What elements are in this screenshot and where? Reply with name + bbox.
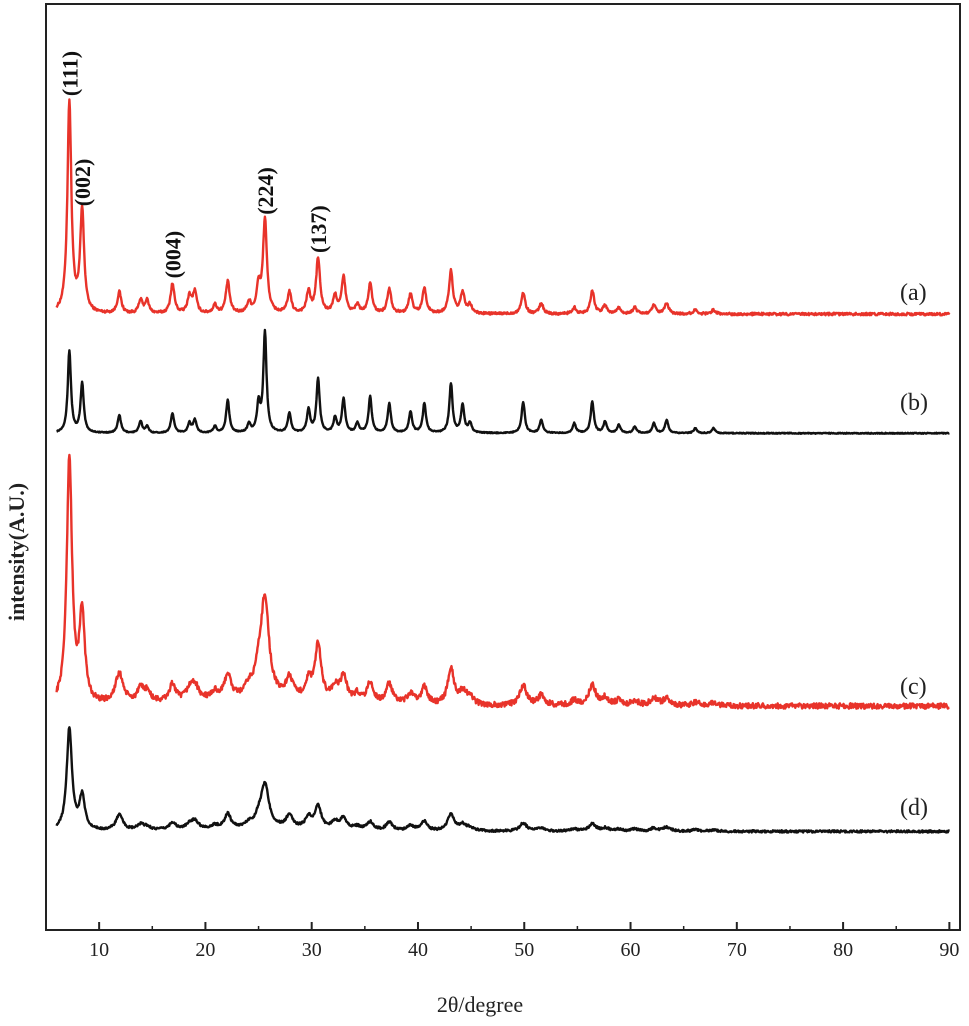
series-line-b [56,328,950,435]
series-label-b: (b) [900,390,928,416]
peak-annotation: (137) [306,205,331,253]
series-labels-layer: (a) (b) (c) (d) [900,280,928,821]
plot-frame [45,3,961,931]
peak-annotation: (111) [57,51,82,96]
y-axis-title: intensity(A.U.) [4,483,29,621]
peak-annotation: (002) [70,159,95,207]
x-tick-label: 20 [195,939,215,961]
x-tick-label: 70 [727,939,747,961]
x-tick-label: 60 [621,939,641,961]
traces-layer [55,98,951,834]
series-line-c [55,453,950,710]
peak-annotation: (224) [253,167,278,215]
x-tick-label: 50 [514,939,534,961]
series-line-d [55,726,951,834]
x-tick-label: 10 [89,939,109,961]
x-tick-label: 90 [939,939,959,961]
peak-annotation: (004) [161,231,186,279]
series-label-a: (a) [900,280,927,306]
x-axis-ticks: 10 20 30 40 50 60 70 80 90 [45,922,959,961]
x-tick-label: 40 [408,939,428,961]
series-line-a [55,98,951,317]
series-label-d: (d) [900,795,928,821]
peak-labels-layer: (111) (002) (004) (224) (137) [57,51,331,279]
x-tick-label: 30 [302,939,322,961]
series-label-c: (c) [900,674,927,700]
x-tick-label: 80 [833,939,853,961]
x-axis-title: 2θ/degree [437,992,523,1017]
